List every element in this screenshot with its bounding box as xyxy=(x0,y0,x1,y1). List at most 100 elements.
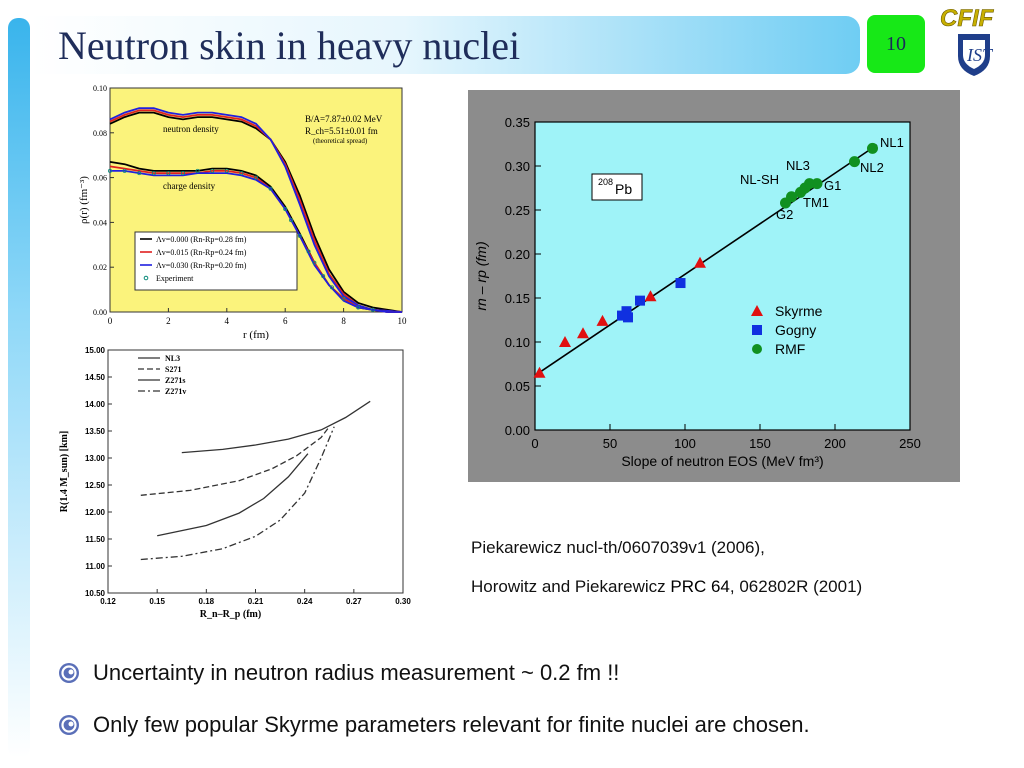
point-label: NL3 xyxy=(786,158,810,173)
legend-label: Λv=0.030 (Rn-Rp=0.20 fm) xyxy=(156,261,247,270)
x-tick-label: 250 xyxy=(899,436,921,451)
experiment-point xyxy=(321,274,326,279)
experiment-point xyxy=(166,171,171,176)
legend-swatch xyxy=(751,305,763,316)
page-number-badge: 10 xyxy=(867,15,925,73)
legend-swatch xyxy=(752,344,762,354)
slide-title: Neutron skin in heavy nuclei xyxy=(58,23,521,68)
density-line xyxy=(109,111,403,313)
legend-label: RMF xyxy=(775,341,805,357)
point-label: G2 xyxy=(776,207,793,222)
y-tick-label: 0.30 xyxy=(505,159,530,174)
annotation-neutron: neutron density xyxy=(163,124,219,134)
point-label: NL1 xyxy=(880,135,904,150)
density-line xyxy=(109,107,403,313)
annotation-spread: (theoretical spread) xyxy=(313,137,368,145)
y-tick-label: 11.00 xyxy=(85,562,105,571)
experiment-point xyxy=(312,260,317,265)
x-tick-label: 0.30 xyxy=(395,597,411,606)
legend-label: Z271v xyxy=(165,387,186,396)
x-tick-label: 4 xyxy=(225,316,230,326)
legend-label: Z271s xyxy=(165,376,185,385)
experiment-point xyxy=(289,218,294,223)
swirl-bullet-icon xyxy=(59,663,79,683)
gogny-point xyxy=(621,306,632,317)
reference-2-rest: , 062802R (2001) xyxy=(729,577,863,596)
x-axis-label: R_n–R_p (fm) xyxy=(200,609,261,620)
legend-label: Skyrme xyxy=(775,303,823,319)
y-tick-label: 0.05 xyxy=(505,379,530,394)
legend-box xyxy=(134,231,298,291)
x-tick-label: 10 xyxy=(398,316,408,326)
skyrme-point xyxy=(644,290,657,302)
bullet-1: Uncertainty in neutron radius measuremen… xyxy=(58,660,619,686)
experiment-point xyxy=(122,168,127,173)
y-tick-label: 14.00 xyxy=(85,400,106,409)
y-tick-label: 0.25 xyxy=(505,203,530,218)
x-tick-label: 50 xyxy=(603,436,617,451)
skyrme-point xyxy=(533,366,546,378)
y-tick-label: 10.50 xyxy=(85,589,106,598)
legend-label: Gogny xyxy=(775,322,816,338)
cfif-logo: CFIF IST xyxy=(940,5,995,76)
eos-curve xyxy=(140,426,330,496)
experiment-point xyxy=(268,186,273,191)
y-axis-label: ρ(r) (fm⁻³) xyxy=(78,176,90,224)
point-label: NL2 xyxy=(860,160,884,175)
experiment-point xyxy=(224,168,229,173)
y-tick-label: 0.00 xyxy=(505,423,530,438)
x-tick-label: 8 xyxy=(341,316,346,326)
gogny-point xyxy=(623,312,633,323)
x-tick-label: 6 xyxy=(283,316,288,326)
skin-slope-chart: 0 50 100 150 200 250 0.00 0.05 0.10 0.15 0.20 0.25 0… xyxy=(468,90,960,482)
annotation-charge-radius: R_ch=5.51±0.01 fm xyxy=(305,126,378,136)
reference-1-text: Piekarewicz nucl-th/0607039v1 (2006), xyxy=(471,538,765,557)
density-chart: 0 2 4 6 8 10 0.00 0.02 0.04 0.06 0.08 0.10 r (fm) ρ(r… xyxy=(78,84,408,340)
y-tick-label: 12.50 xyxy=(85,481,106,490)
x-axis-label: Slope of neutron EOS (MeV fm³) xyxy=(621,453,823,469)
eos-curve xyxy=(157,453,309,537)
experiment-point xyxy=(341,296,346,301)
x-tick-label: 0.12 xyxy=(100,597,116,606)
legend-swatch xyxy=(143,275,149,281)
experiment-point xyxy=(151,171,156,176)
swirl-bullet-icon xyxy=(59,715,79,735)
experiment-point xyxy=(253,175,258,180)
annotation-charge: charge density xyxy=(163,181,216,191)
x-tick-label: 100 xyxy=(674,436,696,451)
experiment-point xyxy=(306,249,311,254)
plot-area xyxy=(107,349,404,594)
experiment-point xyxy=(239,171,244,176)
x-tick-label: 2 xyxy=(166,316,171,326)
y-tick-label: 11.50 xyxy=(85,535,105,544)
y-tick-label: 0.04 xyxy=(93,218,107,227)
title-bar xyxy=(30,16,860,74)
x-tick-label: 0 xyxy=(531,436,538,451)
y-tick-label: 12.00 xyxy=(85,508,106,517)
svg-text:IST: IST xyxy=(966,45,994,65)
reference-2-journal: PRC 64 xyxy=(670,577,730,596)
skyrme-point xyxy=(596,314,609,326)
x-tick-label: 0.18 xyxy=(199,597,215,606)
legend-swatch xyxy=(752,325,762,335)
experiment-point xyxy=(181,171,186,176)
x-tick-label: 0.24 xyxy=(297,597,313,606)
x-tick-label: 150 xyxy=(749,436,771,451)
skyrme-point xyxy=(694,256,706,268)
eos-curve xyxy=(181,400,371,454)
y-tick-label: 0.15 xyxy=(505,291,530,306)
point-label: TM1 xyxy=(803,195,829,210)
reference-2: Horowitz and Piekarewicz PRC 64, 062802R… xyxy=(471,577,862,597)
y-axis-label: R(1.4 M_sun) [km] xyxy=(59,431,70,512)
nucleus-symbol: Pb xyxy=(615,181,632,197)
y-tick-label: 0.10 xyxy=(93,84,107,93)
gogny-point xyxy=(635,295,645,306)
y-tick-label: 0.02 xyxy=(93,263,107,272)
bullet-2: Only few popular Skyrme parameters relev… xyxy=(58,712,810,738)
experiment-point xyxy=(210,168,215,173)
experiment-point xyxy=(370,307,375,312)
logo-text: CFIF xyxy=(940,5,995,32)
x-tick-label: 0.15 xyxy=(149,597,165,606)
x-tick-label: 0.27 xyxy=(346,597,362,606)
y-axis-label: rn – rp (fm) xyxy=(473,241,489,310)
